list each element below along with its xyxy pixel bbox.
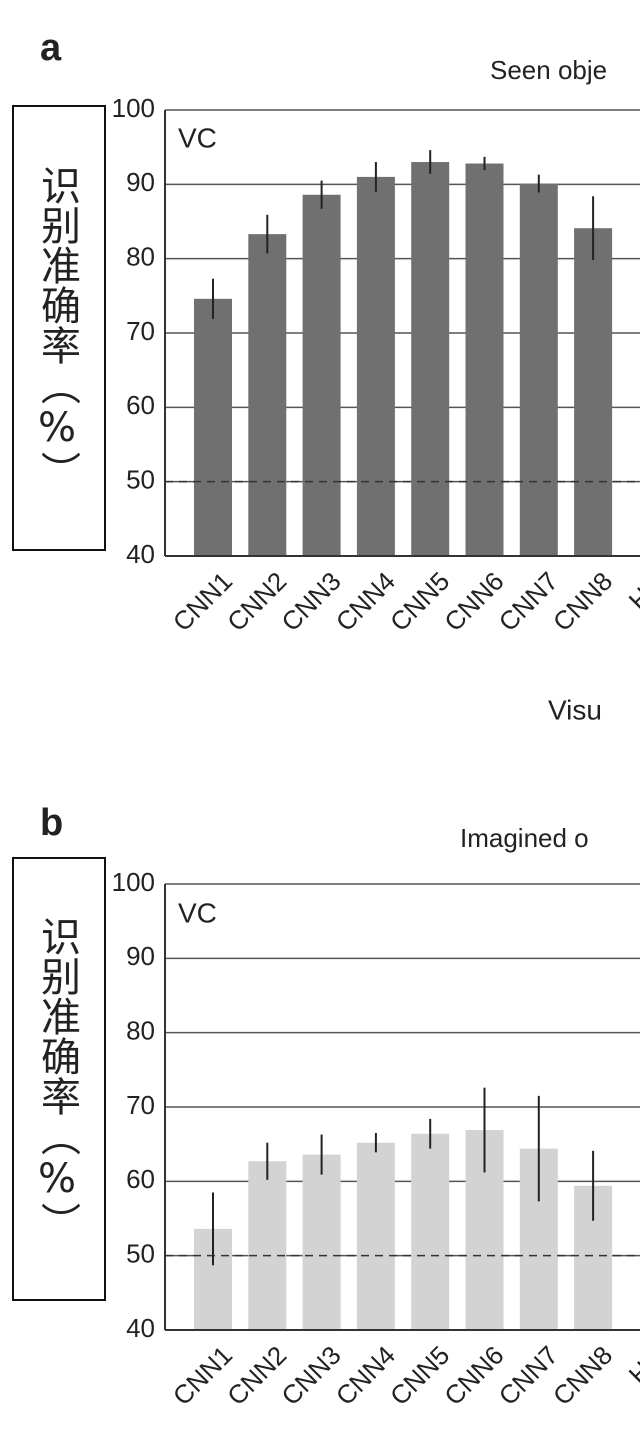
y-tick-label: 60: [126, 390, 155, 420]
bar: [356, 1142, 395, 1330]
x-tick-label: CNN6: [438, 566, 509, 637]
bar: [194, 298, 232, 556]
bar: [519, 183, 558, 556]
x-tick-label: CNN2: [221, 566, 292, 637]
x-tick-label: HM: [623, 1340, 640, 1390]
chart-title: Imagined o: [460, 823, 589, 853]
x-tick-label: CNN1: [167, 1340, 238, 1411]
y-tick-label: 100: [112, 93, 155, 123]
y-tick-label: 100: [112, 867, 155, 897]
bar: [465, 163, 504, 556]
x-tick-label: CNN7: [493, 1340, 564, 1411]
bar: [356, 176, 395, 556]
y-tick-label: 70: [126, 1090, 155, 1120]
y-tick-label: 50: [126, 1239, 155, 1269]
bar: [248, 1161, 287, 1330]
y-tick-label: 80: [126, 242, 155, 272]
bar: [302, 1154, 341, 1330]
x-tick-label: CNN5: [384, 1340, 455, 1411]
panel-label: b: [40, 802, 63, 844]
y-axis-label: 识别准确率（%）: [12, 857, 106, 1301]
y-tick-label: 80: [126, 1016, 155, 1046]
panel-label: a: [40, 27, 62, 69]
y-tick-label: 70: [126, 316, 155, 346]
x-tick-label: CNN4: [330, 1340, 401, 1411]
y-tick-label: 40: [126, 539, 155, 569]
bar: [302, 194, 341, 557]
y-axis-label: 识别准确率（%）: [12, 105, 106, 551]
x-axis-label: Visu: [548, 694, 602, 725]
annotation: VC: [178, 122, 217, 153]
x-tick-label: CNN7: [493, 566, 564, 637]
bar: [411, 1133, 450, 1330]
bar: [248, 234, 287, 557]
x-tick-label: CNN8: [547, 1340, 618, 1411]
chart-title: Seen obje: [490, 55, 607, 85]
x-tick-label: CNN8: [547, 566, 618, 637]
y-tick-label: 90: [126, 167, 155, 197]
y-tick-label: 90: [126, 941, 155, 971]
y-tick-label: 60: [126, 1164, 155, 1194]
x-tick-label: CNN4: [330, 566, 401, 637]
annotation: VC: [178, 897, 217, 928]
x-tick-label: CNN2: [221, 1340, 292, 1411]
y-tick-label: 40: [126, 1313, 155, 1343]
x-tick-label: CNN3: [275, 1340, 346, 1411]
bar: [411, 162, 450, 557]
x-tick-label: CNN6: [438, 1340, 509, 1411]
x-tick-label: CNN3: [275, 566, 346, 637]
y-tick-label: 50: [126, 465, 155, 495]
x-tick-label: CNN1: [167, 566, 238, 637]
bar: [574, 228, 613, 556]
x-tick-label: CNN5: [384, 566, 455, 637]
x-tick-label: HM: [623, 566, 640, 616]
